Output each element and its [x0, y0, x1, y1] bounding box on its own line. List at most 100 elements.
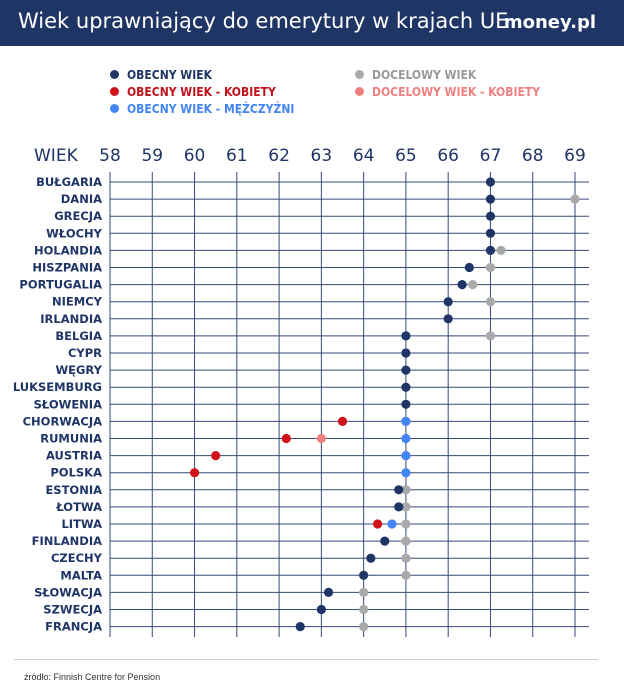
data-point-obecny — [394, 485, 404, 495]
data-point-obecny_kobiety — [189, 468, 200, 478]
country-label: CZECHY — [51, 551, 103, 565]
data-point-docelowy — [401, 553, 411, 563]
legend-dot-docelowy-kobiety — [355, 87, 364, 96]
data-point-docelowy — [485, 262, 496, 273]
source-note: źródło: Finnish Centre for Pension — [24, 672, 161, 682]
data-point-obecny — [401, 331, 411, 341]
x-axis-label: WIEK — [34, 146, 79, 166]
legend-obecny: OBECNY WIEK — [110, 68, 212, 82]
country-label: FINLANDIA — [32, 534, 102, 548]
data-point-obecny — [401, 399, 411, 409]
data-point-obecny — [485, 228, 496, 238]
country-label: LUKSEMBURG — [13, 380, 102, 394]
data-point-docelowy_kobiety — [316, 433, 326, 444]
country-label: SŁOWENIA — [34, 397, 102, 411]
country-label: BUŁGARIA — [36, 175, 102, 189]
tick-label: 64 — [353, 146, 375, 166]
country-label: CYPR — [68, 346, 102, 360]
legend-label-docelowy: DOCELOWY WIEK — [372, 68, 477, 82]
country-label: RUMUNIA — [40, 432, 102, 446]
legend-obecny-kobiety: OBECNY WIEK - KOBIETY — [110, 85, 276, 99]
legend-label-obecny: OBECNY WIEK — [127, 68, 212, 82]
data-point-obecny — [485, 211, 496, 221]
data-point-obecny_kobiety — [372, 519, 383, 529]
data-point-obecny — [401, 365, 411, 375]
data-point-obecny — [295, 622, 305, 632]
data-point-docelowy — [401, 519, 411, 529]
data-point-docelowy — [485, 297, 496, 307]
country-label: GRECJA — [54, 209, 102, 223]
data-point-docelowy — [401, 536, 411, 546]
country-label: ESTONIA — [45, 483, 102, 497]
data-point-obecny — [485, 245, 496, 255]
legend-docelowy: DOCELOWY WIEK — [355, 68, 476, 82]
legend-label-docelowy-kobiety: DOCELOWY WIEK - KOBIETY — [372, 85, 541, 99]
data-point-obecny — [401, 382, 411, 392]
legend-obecny-mezczyzni: OBECNY WIEK - MĘŻCZYŹNI — [110, 102, 294, 116]
data-point-obecny_mezczyzni — [401, 451, 411, 461]
data-point-obecny — [366, 553, 376, 563]
data-point-docelowy — [468, 280, 478, 290]
country-label: IRLANDIA — [40, 312, 102, 326]
data-point-obecny — [485, 194, 496, 204]
footer-divider — [14, 659, 598, 660]
data-point-docelowy — [359, 622, 369, 632]
data-point-obecny — [485, 177, 496, 187]
data-point-obecny — [443, 297, 453, 307]
legend-dot-obecny-mezczyzni — [110, 104, 119, 113]
page-title: Wiek uprawniający do emerytury w krajach… — [18, 9, 509, 33]
legend-label-obecny-kobiety: OBECNY WIEK - KOBIETY — [127, 85, 276, 99]
data-point-obecny_kobiety — [281, 433, 291, 444]
data-point-docelowy — [359, 587, 369, 598]
data-point-obecny_mezczyzni — [387, 519, 397, 529]
brand-logo: money.pl — [503, 12, 596, 33]
country-label: SZWECJA — [43, 603, 102, 617]
country-label: BELGIA — [55, 329, 102, 343]
data-point-docelowy — [359, 604, 369, 615]
data-point-obecny_kobiety — [211, 451, 221, 461]
country-label: SŁOWACJA — [34, 585, 102, 599]
data-point-obecny — [316, 604, 326, 615]
data-point-docelowy — [401, 502, 411, 512]
legend-dot-obecny — [110, 70, 119, 79]
legend-label-obecny-mezczyzni: OBECNY WIEK - MĘŻCZYŹNI — [127, 102, 295, 116]
country-label: HISZPANIA — [32, 261, 102, 275]
tick-label: 67 — [480, 146, 502, 166]
data-point-obecny — [443, 314, 453, 324]
data-point-obecny — [380, 536, 390, 546]
country-label: HOLANDIA — [34, 243, 102, 257]
country-label: AUSTRIA — [46, 449, 102, 463]
country-label: POLSKA — [50, 466, 102, 480]
data-point-docelowy — [570, 194, 580, 204]
data-point-obecny — [464, 262, 474, 273]
tick-label: 60 — [184, 146, 206, 166]
data-point-obecny — [323, 587, 334, 598]
country-label: MALTA — [60, 568, 102, 582]
legend-dot-obecny-kobiety — [110, 87, 119, 96]
data-point-obecny — [359, 570, 369, 580]
tick-label: 66 — [437, 146, 459, 166]
tick-label: 63 — [311, 146, 333, 166]
header-bar: Wiek uprawniający do emerytury w krajach… — [0, 0, 624, 46]
data-point-obecny_mezczyzni — [401, 468, 411, 478]
data-point-obecny — [401, 348, 411, 358]
country-label: PORTUGALIA — [19, 278, 102, 292]
country-label: ŁOTWA — [55, 500, 102, 514]
data-point-obecny_mezczyzni — [401, 433, 411, 444]
tick-label: 58 — [99, 146, 121, 166]
data-point-docelowy — [485, 331, 496, 341]
country-label: DANIA — [61, 192, 102, 206]
data-point-obecny_kobiety — [337, 416, 348, 426]
tick-label: 69 — [564, 146, 586, 166]
country-label: FRANCJA — [45, 620, 102, 634]
tick-label: 61 — [226, 146, 248, 166]
data-point-docelowy — [401, 570, 411, 580]
data-point-docelowy — [496, 245, 506, 255]
data-point-obecny_mezczyzni — [401, 416, 411, 426]
tick-label: 59 — [141, 146, 163, 166]
data-point-obecny — [457, 280, 467, 290]
country-label: NIEMCY — [52, 295, 103, 309]
country-label: LITWA — [61, 517, 102, 531]
tick-label: 62 — [268, 146, 290, 166]
